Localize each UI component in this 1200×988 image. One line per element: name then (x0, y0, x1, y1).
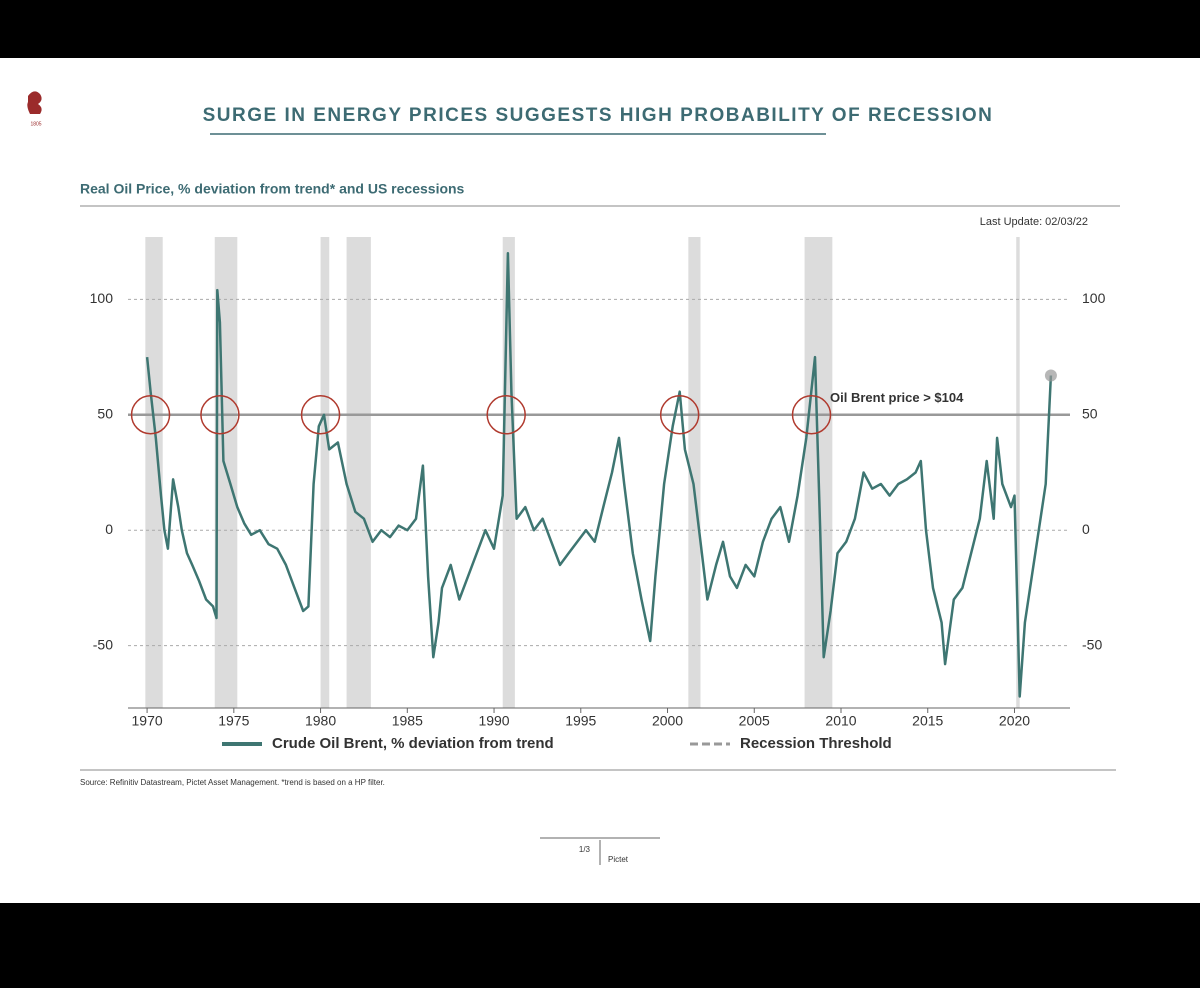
threshold-circle (130, 395, 171, 435)
x-tick-label: 1995 (565, 713, 596, 729)
legend: Crude Oil Brent, % deviation from trend … (222, 735, 892, 752)
source: Source: Refinitiv Datastream, Pictet Ass… (80, 778, 385, 787)
legend-label: Crude Oil Brent, % deviation from trend (272, 735, 554, 752)
x-tick-label: 1975 (218, 713, 249, 729)
threshold-circle (791, 395, 832, 435)
x-tick-label: 2000 (652, 713, 683, 729)
recession-band (320, 237, 330, 708)
legend-label: Recession Threshold (740, 735, 892, 752)
y2-tick-label: 0 (1082, 521, 1090, 537)
recession-band (346, 237, 371, 708)
threshold-circle (200, 395, 240, 435)
y2-tick-label: 50 (1082, 405, 1098, 421)
annotation: Oil Brent price > $104 (830, 390, 964, 405)
x-tick-label: 2020 (999, 713, 1030, 729)
logo: 1805 (27, 91, 42, 127)
y2-tick-label: -50 (1082, 636, 1102, 652)
recession-band (688, 237, 701, 708)
x-tick-label: 1990 (478, 713, 509, 729)
brand: Pictet (608, 855, 629, 864)
x-tick-label: 1970 (132, 713, 163, 729)
plot: -50 -50 0 0 50 50 100 100 1970 1975 1980 1985 1990 19… (90, 237, 1106, 729)
x-tick-label: 1980 (305, 713, 336, 729)
logo-text: 1805 (30, 121, 41, 127)
y-tick-label: -50 (93, 636, 113, 652)
threshold-circle (486, 395, 526, 435)
x-tick-label: 2015 (912, 713, 943, 729)
threshold-circle (300, 395, 341, 435)
y-tick-label: 100 (90, 290, 114, 306)
recession-band (145, 237, 163, 708)
last-update: Last Update: 02/03/22 (980, 216, 1088, 228)
subtitle: Real Oil Price, % deviation from trend* … (80, 181, 465, 197)
y-tick-label: 0 (105, 521, 113, 537)
x-tick-label: 1985 (392, 713, 423, 729)
chart-title: SURGE IN ENERGY PRICES SUGGESTS HIGH PRO… (203, 105, 994, 126)
slide (0, 58, 1200, 903)
recession-band (1016, 237, 1020, 708)
x-tick-label: 2005 (739, 713, 770, 729)
series-line (145, 251, 1053, 698)
threshold-circle (659, 395, 700, 435)
y-tick-label: 50 (97, 405, 113, 421)
last-point (1044, 369, 1057, 382)
y2-tick-label: 100 (1082, 290, 1106, 306)
x-tick-label: 2010 (825, 713, 856, 729)
page-number: 1/3 (579, 845, 591, 854)
